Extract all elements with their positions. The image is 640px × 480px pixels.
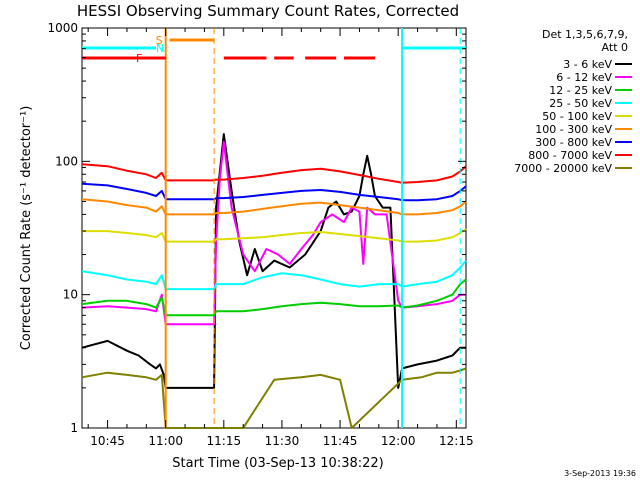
legend-entry-label: 12 - 25 keV [549, 84, 612, 97]
x-tick-label: 12:15 [439, 434, 474, 448]
x-tick-label: 11:45 [323, 434, 358, 448]
y-tick-label: 1 [70, 421, 78, 435]
x-tick-label: 11:00 [148, 434, 183, 448]
legend-entry-label: 7000 - 20000 keV [514, 162, 612, 175]
legend-header-detectors: Det 1,3,5,6,7,9, [542, 28, 628, 41]
series-line-6 [81, 182, 467, 202]
legend-entry-label: 50 - 100 keV [542, 110, 612, 123]
legend-entry-label: 25 - 50 keV [549, 97, 612, 110]
x-tick-label: 11:15 [207, 434, 242, 448]
legend-entry-label: 800 - 7000 keV [528, 149, 612, 162]
footer-timestamp: 3-Sep-2013 19:36 [564, 469, 636, 478]
series-line-0 [81, 133, 466, 389]
x-axis-ticks: 10:45 11:00 11:15 11:30 11:45 12:00 12:15 [87, 28, 474, 448]
x-axis-label: Start Time (03-Sep-13 10:38:22) [172, 456, 383, 471]
y-axis-ticks: 1 10 100 1000 [47, 21, 466, 435]
x-tick-label: 10:45 [90, 434, 125, 448]
x-tick-label: 11:30 [265, 434, 300, 448]
saa-flag-label: S [156, 34, 163, 47]
y-tick-label: 10 [63, 288, 78, 302]
legend-entry-label: 3 - 6 keV [563, 58, 612, 71]
legend-header-attenuator: Att 0 [602, 41, 628, 54]
series-line-5 [81, 198, 467, 216]
series-line-3 [81, 259, 467, 291]
series-line-4 [82, 228, 467, 243]
y-tick-label: 1000 [47, 21, 78, 35]
plot-area: NS F 1 10 100 1000 10:45 11:00 11:15 11:30 11:45… [47, 21, 473, 448]
series-line-2 [81, 278, 467, 317]
series-line-1 [81, 140, 466, 326]
flare-flag-label: F [136, 52, 142, 65]
series-line-8 [81, 367, 467, 429]
legend-entry-label: 6 - 12 keV [556, 71, 612, 84]
series-layer [81, 133, 467, 429]
y-axis-label: Corrected Count Rate (s⁻¹ detector⁻¹) [19, 106, 34, 351]
chart-title: HESSI Observing Summary Count Rates, Cor… [77, 2, 459, 20]
legend-entry-label: 100 - 300 keV [535, 123, 612, 136]
plot-frame [81, 27, 467, 429]
series-line-7 [81, 163, 467, 184]
x-tick-label: 12:00 [381, 434, 416, 448]
legend-entry-label: 300 - 800 keV [535, 136, 612, 149]
night-flag-label: N [156, 42, 164, 55]
y-tick-label: 100 [55, 154, 78, 168]
annotation-layer: NS F [82, 28, 466, 428]
